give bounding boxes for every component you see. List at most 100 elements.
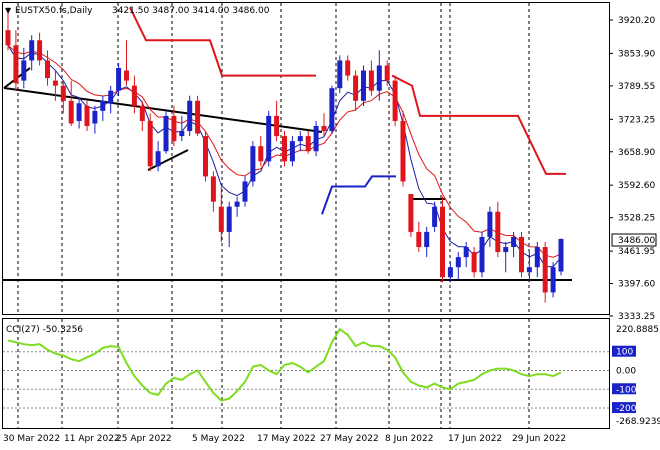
cci-axis: 220.8885 100 0.00 -100 -200 -268.9239 xyxy=(612,325,660,427)
candle-body xyxy=(52,80,58,86)
candle-body xyxy=(131,85,137,106)
price-tick-label: 3397.60 xyxy=(618,280,655,290)
price-tick-label: 3920.20 xyxy=(618,16,655,26)
candle-body xyxy=(416,231,422,248)
cci-axis-label: -268.9239 xyxy=(616,417,660,427)
cci-level-lines xyxy=(3,351,609,409)
candle-body xyxy=(337,60,343,89)
stop-line-red xyxy=(391,74,566,175)
candle-body xyxy=(21,60,27,81)
candle-body xyxy=(289,141,295,162)
candle-body xyxy=(76,103,82,121)
candle-body xyxy=(139,105,145,121)
price-tick-label: 3592.60 xyxy=(618,181,655,191)
candle-body xyxy=(5,30,11,46)
candle-body xyxy=(218,206,224,232)
candle-body xyxy=(495,211,501,253)
stop-line-red xyxy=(129,7,316,77)
price-tick-label: 3333.25 xyxy=(618,312,655,322)
candle-body xyxy=(147,120,153,167)
candle-body xyxy=(534,247,540,268)
candle-body xyxy=(519,236,524,273)
candle-body xyxy=(526,267,532,273)
candle-body xyxy=(432,206,438,227)
candle-body xyxy=(550,267,556,293)
cci-level-label: -100 xyxy=(616,385,637,395)
candle-body xyxy=(542,247,548,293)
candle-body xyxy=(258,146,264,162)
time-axis-label: 17 Jun 2022 xyxy=(448,434,502,444)
cci-level-box xyxy=(612,402,636,414)
time-axis-label: 11 Apr 2022 xyxy=(64,434,120,444)
candle-body xyxy=(84,105,90,127)
candle-body xyxy=(440,206,445,278)
cci-axis-label: 0.00 xyxy=(616,366,636,376)
candle-body xyxy=(37,40,43,61)
candle-body xyxy=(479,236,485,273)
main-panel-frame xyxy=(2,2,610,315)
time-axis-label: 8 Jun 2022 xyxy=(385,434,433,444)
candle-body xyxy=(108,90,114,104)
price-tick-label: 3789.55 xyxy=(618,82,655,92)
candle-body xyxy=(124,70,129,81)
candle-body xyxy=(100,100,106,111)
candle-body xyxy=(313,126,319,152)
time-axis-label: 27 May 2022 xyxy=(320,434,379,444)
candle-body xyxy=(195,100,201,134)
cci-level-label: -200 xyxy=(616,404,637,414)
time-axis-label: 17 May 2022 xyxy=(257,434,316,444)
candle-body xyxy=(329,88,335,132)
candle-body xyxy=(155,151,161,167)
collapse-triangle-icon[interactable]: ▼ xyxy=(5,6,12,15)
candle-body xyxy=(187,100,193,132)
candle-body xyxy=(210,176,216,202)
time-axis-label: 29 Jun 2022 xyxy=(512,434,566,444)
candle-body xyxy=(384,65,390,81)
candle-body xyxy=(392,80,398,121)
cci-indicator-label: CCI(27) -50.3256 xyxy=(6,325,83,335)
candle-body xyxy=(353,75,359,101)
candle-body xyxy=(321,126,327,132)
candle-body xyxy=(171,115,177,142)
candle-body xyxy=(376,65,382,91)
candle-body xyxy=(447,267,453,278)
price-tick-label: 3528.25 xyxy=(618,214,655,224)
cci-line xyxy=(7,327,562,402)
price-axis: 3920.20 3853.90 3789.55 3723.25 3658.90 3592.… xyxy=(609,16,655,322)
symbol-label: EUSTX50.fs,Daily xyxy=(15,6,93,16)
candle-body xyxy=(45,60,50,79)
current-price-label: 3486.00 xyxy=(618,236,655,246)
cci-axis-label: 220.8885 xyxy=(616,325,659,335)
candle-body xyxy=(455,257,461,268)
candle-body xyxy=(203,136,208,177)
candle-body xyxy=(92,110,98,124)
candles xyxy=(5,7,564,303)
candle-body xyxy=(226,206,232,232)
candle-body xyxy=(345,60,351,76)
candle-body xyxy=(471,252,477,273)
candle-body xyxy=(266,115,272,162)
candle-body xyxy=(487,211,493,237)
indicator-overlays xyxy=(3,7,572,281)
candle-body xyxy=(116,68,122,91)
candle-body xyxy=(250,146,256,182)
candle-body xyxy=(274,115,280,137)
cci-level-box xyxy=(612,345,636,357)
price-tick-label: 3853.90 xyxy=(618,49,655,59)
time-axis-label: 30 Mar 2022 xyxy=(3,434,60,444)
candle-body xyxy=(511,236,517,248)
cci-level-label: 100 xyxy=(616,348,633,358)
candle-body xyxy=(424,231,430,248)
candle-body xyxy=(60,85,66,101)
cci-panel-frame xyxy=(2,318,610,429)
candle-body xyxy=(558,238,564,272)
time-axis-label: 5 May 2022 xyxy=(192,434,245,444)
current-price-box xyxy=(611,233,657,247)
candle-body xyxy=(297,136,303,142)
candle-body xyxy=(503,247,509,253)
candle-body xyxy=(408,194,414,232)
price-tick-label: 3658.90 xyxy=(618,148,655,158)
candle-body xyxy=(13,45,19,84)
